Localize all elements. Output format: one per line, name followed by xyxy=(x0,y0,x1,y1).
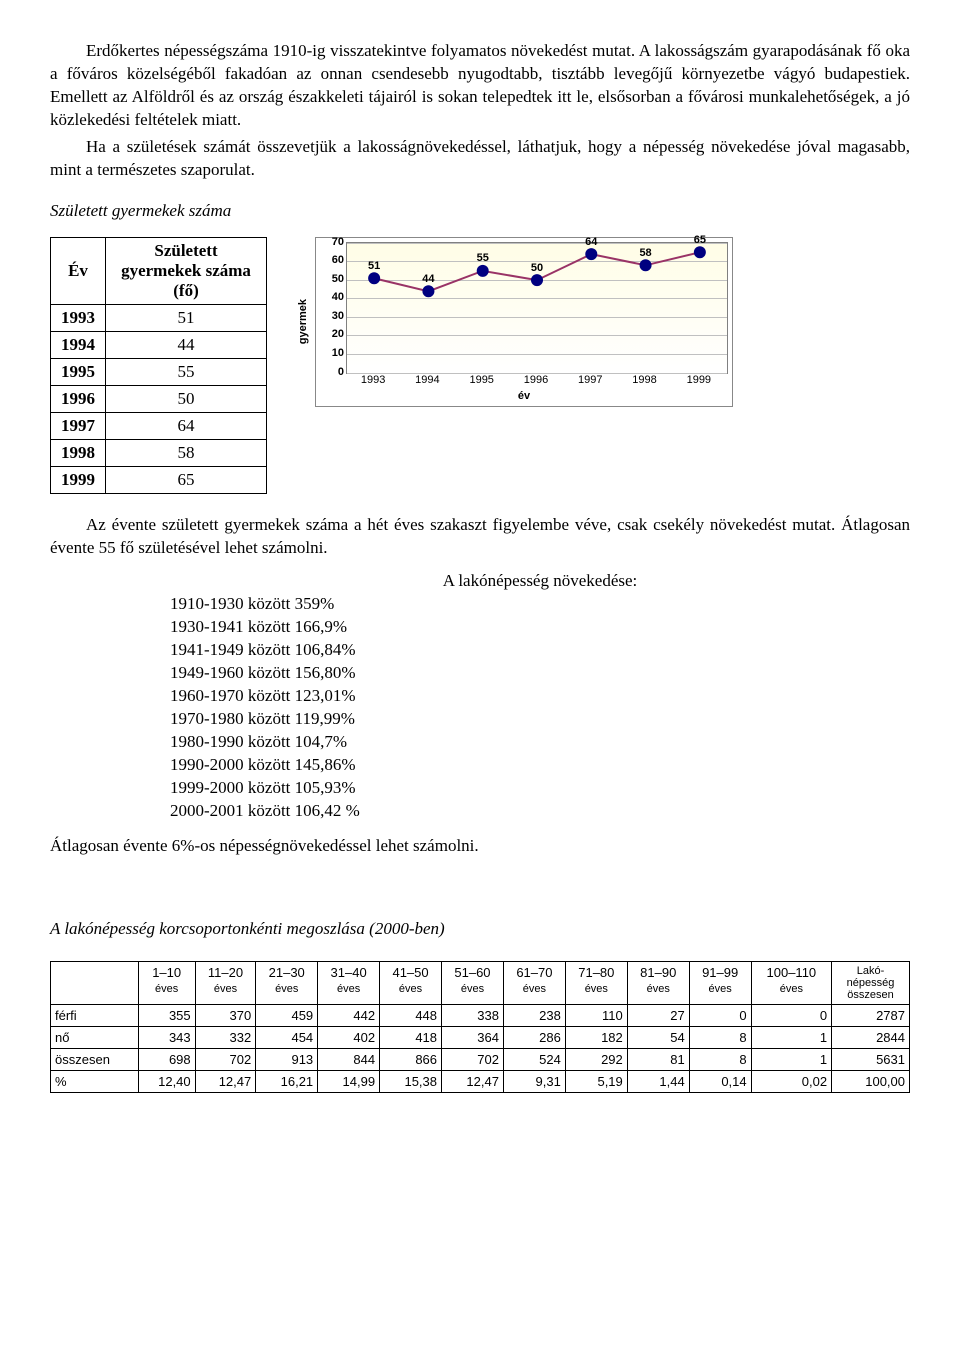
table-row: nő34333245440241836428618254812844 xyxy=(51,1026,910,1048)
chart-xtick: 1999 xyxy=(672,374,726,386)
table-row: 199650 xyxy=(51,385,267,412)
births-table: Év Született gyermekek száma (fő) 199351… xyxy=(50,237,267,494)
chart-ylabel: gyermek xyxy=(297,299,309,344)
chart-ytick: 60 xyxy=(320,254,348,266)
growth-line: 1949-1960 között 156,80% xyxy=(170,662,910,685)
table-row: 199764 xyxy=(51,412,267,439)
growth-title: A lakónépesség növekedése: xyxy=(170,571,910,591)
table-row: 199351 xyxy=(51,304,267,331)
growth-line: 1960-1970 között 123,01% xyxy=(170,685,910,708)
growth-line: 2000-2001 között 106,42 % xyxy=(170,800,910,823)
table-row: 199555 xyxy=(51,358,267,385)
table-row: férfi35537045944244833823811027002787 xyxy=(51,1004,910,1026)
chart-data-label: 58 xyxy=(639,247,651,259)
age-col-header: 100–110éves xyxy=(751,961,831,1004)
growth-line: 1930-1941 között 166,9% xyxy=(170,616,910,639)
births-chart: gyermek 51 44 55 50 64 58 65 0 10 20 30 40 50 60 70 1… xyxy=(297,237,733,407)
age-col-header: 11–20éves xyxy=(195,961,256,1004)
growth-line: 1990-2000 között 145,86% xyxy=(170,754,910,777)
intro-paragraph-1: Erdőkertes népességszáma 1910-ig visszat… xyxy=(50,40,910,132)
table-row: 199965 xyxy=(51,466,267,493)
chart-data-label: 44 xyxy=(422,273,434,285)
table-row: 199444 xyxy=(51,331,267,358)
age-col-total: Lakó-népességösszesen xyxy=(832,961,910,1004)
growth-list: 1910-1930 között 359%1930-1941 között 16… xyxy=(170,593,910,822)
chart-xtick: 1997 xyxy=(563,374,617,386)
chart-data-label: 65 xyxy=(694,234,706,246)
age-col-header: 81–90éves xyxy=(627,961,689,1004)
age-col-header: 51–60éves xyxy=(442,961,504,1004)
births-col-year: Év xyxy=(51,237,106,304)
age-col-header: 91–99éves xyxy=(689,961,751,1004)
chart-ytick: 40 xyxy=(320,291,348,303)
chart-xlabel: év xyxy=(320,390,728,402)
table-row: %12,4012,4716,2114,9915,3812,479,315,191… xyxy=(51,1070,910,1092)
chart-xtick: 1996 xyxy=(509,374,563,386)
chart-ytick: 50 xyxy=(320,273,348,285)
chart-data-label: 64 xyxy=(585,236,597,248)
age-col-header: 71–80éves xyxy=(565,961,627,1004)
age-col-header: 21–30éves xyxy=(256,961,318,1004)
growth-line: 1999-2000 között 105,93% xyxy=(170,777,910,800)
table-row: összesen69870291384486670252429281815631 xyxy=(51,1048,910,1070)
chart-ytick: 20 xyxy=(320,328,348,340)
chart-ytick: 30 xyxy=(320,310,348,322)
chart-data-label: 55 xyxy=(477,252,489,264)
age-table: 1–10éves11–20éves21–30éves31–40éves41–50… xyxy=(50,961,910,1093)
growth-summary: Átlagosan évente 6%-os népességnövekedés… xyxy=(50,835,910,858)
chart-ytick: 70 xyxy=(320,236,348,248)
table-row: 199858 xyxy=(51,439,267,466)
chart-data-label: 50 xyxy=(531,262,543,274)
chart-data-label: 51 xyxy=(368,260,380,272)
chart-xtick: 1994 xyxy=(400,374,454,386)
growth-line: 1970-1980 között 119,99% xyxy=(170,708,910,731)
births-section-title: Született gyermekek száma xyxy=(50,200,910,223)
age-col-header: 31–40éves xyxy=(318,961,380,1004)
growth-line: 1980-1990 között 104,7% xyxy=(170,731,910,754)
intro-paragraph-2: Ha a születések számát összevetjük a lak… xyxy=(50,136,910,182)
chart-ytick: 10 xyxy=(320,347,348,359)
births-col-count: Született gyermekek száma (fő) xyxy=(106,237,267,304)
chart-xtick: 1993 xyxy=(346,374,400,386)
age-section-title: A lakónépesség korcsoportonkénti megoszl… xyxy=(50,918,910,941)
chart-xtick: 1998 xyxy=(617,374,671,386)
growth-line: 1941-1949 között 106,84% xyxy=(170,639,910,662)
chart-xtick: 1995 xyxy=(455,374,509,386)
age-col-header: 41–50éves xyxy=(380,961,442,1004)
growth-line: 1910-1930 között 359% xyxy=(170,593,910,616)
age-col-header: 1–10éves xyxy=(138,961,195,1004)
births-summary: Az évente született gyermekek száma a hé… xyxy=(50,514,910,560)
chart-ytick: 0 xyxy=(320,366,348,378)
age-col-header: 61–70éves xyxy=(503,961,565,1004)
